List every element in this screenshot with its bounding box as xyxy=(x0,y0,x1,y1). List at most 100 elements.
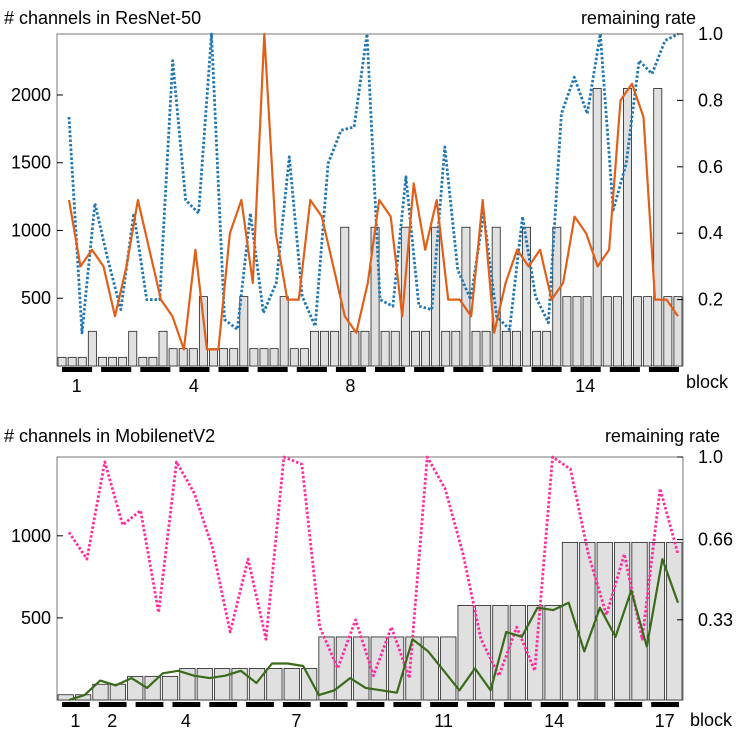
mobilenetv2-block-segment xyxy=(467,702,495,707)
resnet50-block-segment xyxy=(140,367,171,372)
resnet50-bar xyxy=(592,88,602,367)
resnet50-bar xyxy=(522,226,531,367)
resnet50-block-segment xyxy=(101,367,132,372)
mobilenetv2-y2-tick-label: 0.33 xyxy=(698,610,733,630)
resnet50-bar xyxy=(158,330,168,367)
resnet50-panel: # channels in ResNet-50 remaining rate b… xyxy=(4,8,729,396)
mobilenetv2-remaining-rate-line xyxy=(67,455,680,680)
resnet50-bar xyxy=(188,348,198,367)
mobilenetv2-title: # channels in MobilenetV2 xyxy=(4,426,215,446)
resnet50-bar xyxy=(542,330,552,367)
resnet50-block-segment xyxy=(179,367,210,372)
mobilenetv2-bar xyxy=(179,668,196,701)
resnet50-block-segment xyxy=(257,367,288,372)
mobilenetv2-bar xyxy=(231,668,248,701)
resnet50-bar xyxy=(148,356,158,367)
mobilenetv2-bar xyxy=(353,636,370,701)
mobilenetv2-block-segment xyxy=(98,702,127,707)
resnet50-bar xyxy=(299,348,309,367)
resnet50-bar xyxy=(198,296,208,367)
resnet50-bar xyxy=(108,356,117,367)
resnet50-bar xyxy=(673,296,683,367)
resnet50-bar xyxy=(310,330,319,367)
resnet50-bar xyxy=(229,348,239,367)
resnet50-block-segment xyxy=(62,367,93,372)
mobilenetv2-bar xyxy=(318,636,335,701)
mobilenetv2-block-segment xyxy=(135,702,164,707)
mobilenetv2-block-segment xyxy=(282,702,311,707)
resnet50-bar xyxy=(380,330,390,367)
mobilenetv2-bar xyxy=(301,668,318,701)
resnet50-bar xyxy=(572,296,582,367)
mobilenetv2-bar xyxy=(614,541,631,701)
resnet50-y-tick-label: 1500 xyxy=(11,153,51,173)
mobilenetv2-panel: # channels in MobilenetV2 remaining rate… xyxy=(4,426,733,731)
resnet50-bar xyxy=(491,226,501,367)
resnet50-bar xyxy=(400,226,410,367)
resnet50-bar xyxy=(653,88,663,367)
mobilenetv2-bar xyxy=(161,675,179,701)
resnet50-block-segment xyxy=(414,367,445,372)
mobilenetv2-bar xyxy=(544,605,561,701)
resnet50-y2-tick-label: 1.0 xyxy=(698,24,723,44)
mobilenetv2-bar xyxy=(561,541,579,701)
mobilenetv2-y-tick-label: 1000 xyxy=(11,526,51,546)
resnet50-bar xyxy=(168,348,178,367)
resnet50-block-label: 4 xyxy=(189,376,199,396)
resnet50-bar xyxy=(643,296,653,367)
mobilenetv2-y2-tick-label: 1.0 xyxy=(698,447,723,467)
resnet50-bar xyxy=(87,330,97,367)
resnet50-bar xyxy=(219,348,229,367)
resnet50-bar xyxy=(138,356,148,367)
mobilenetv2-x-label: block xyxy=(690,710,733,730)
resnet50-bar xyxy=(330,330,340,367)
resnet50-bar xyxy=(410,330,420,367)
resnet50-bar xyxy=(178,348,188,367)
resnet50-bar xyxy=(471,330,481,367)
resnet50-y-tick-label: 1000 xyxy=(11,220,51,240)
mobilenetv2-bar xyxy=(196,668,213,701)
mobilenetv2-block-label: 7 xyxy=(291,711,301,731)
resnet50-title: # channels in ResNet-50 xyxy=(4,8,201,28)
resnet50-bar xyxy=(340,226,350,367)
mobilenetv2-y2-tick-label: 0.66 xyxy=(698,530,733,550)
resnet50-bar xyxy=(441,330,451,367)
mobilenetv2-bar xyxy=(509,605,526,701)
resnet50-bar xyxy=(269,348,279,367)
mobilenetv2-block-segment xyxy=(319,702,348,707)
resnet50-bar xyxy=(320,330,330,367)
resnet50-bar xyxy=(633,296,643,367)
resnet50-bar xyxy=(511,330,521,367)
resnet50-bar xyxy=(390,330,400,367)
resnet50-block-segment xyxy=(609,367,640,372)
mobilenetv2-block-label: 11 xyxy=(434,711,453,731)
resnet50-block-segment xyxy=(453,367,484,372)
resnet50-block-segment xyxy=(335,367,366,372)
mobilenetv2-block-label: 2 xyxy=(107,711,117,731)
resnet50-bar xyxy=(249,348,259,367)
resnet50-bar xyxy=(209,348,218,367)
resnet50-bar xyxy=(279,296,289,367)
resnet50-pruned-channels-line xyxy=(67,32,679,351)
resnet50-bar xyxy=(602,296,612,367)
mobilenetv2-bar xyxy=(283,668,300,701)
mobilenetv2-bar xyxy=(596,541,613,701)
mobilenetv2-bar xyxy=(387,636,405,701)
mobilenetv2-block-segment xyxy=(503,702,532,707)
resnet50-bar xyxy=(360,330,370,367)
resnet50-bar xyxy=(239,296,249,367)
mobilenetv2-block-segment xyxy=(430,702,458,707)
mobilenetv2-block-segment xyxy=(172,702,201,707)
mobilenetv2-block-segment xyxy=(540,702,569,707)
resnet50-y-tick-label: 500 xyxy=(21,288,51,308)
resnet50-y2-tick-label: 0.2 xyxy=(698,290,723,310)
resnet50-block-segment xyxy=(375,367,406,372)
mobilenetv2-bar xyxy=(92,683,109,701)
mobilenetv2-bar xyxy=(248,668,266,701)
resnet50-block-label: 14 xyxy=(575,376,595,396)
mobilenetv2-bar xyxy=(335,636,353,701)
resnet50-bar xyxy=(562,296,572,367)
mobilenetv2-bar xyxy=(370,636,387,701)
resnet50-block-segment xyxy=(296,367,327,372)
mobilenetv2-bar xyxy=(57,694,74,701)
